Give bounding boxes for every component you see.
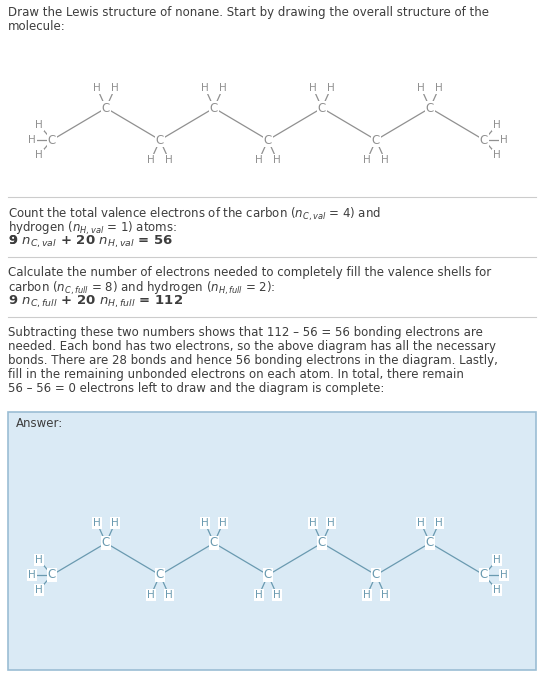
Text: C: C: [210, 537, 218, 550]
Text: H: H: [219, 83, 227, 93]
Text: C: C: [102, 537, 110, 550]
Text: bonds. There are 28 bonds and hence 56 bonding electrons in the diagram. Lastly,: bonds. There are 28 bonds and hence 56 b…: [8, 354, 498, 367]
Text: C: C: [210, 101, 218, 114]
Text: H: H: [435, 83, 443, 93]
Text: H: H: [201, 518, 209, 528]
Text: H: H: [381, 590, 389, 600]
Text: hydrogen ($n_{H,val}$ = 1) atoms:: hydrogen ($n_{H,val}$ = 1) atoms:: [8, 220, 177, 237]
Text: H: H: [255, 590, 263, 600]
Text: Subtracting these two numbers shows that 112 – 56 = 56 bonding electrons are: Subtracting these two numbers shows that…: [8, 326, 483, 339]
Text: H: H: [327, 518, 335, 528]
Text: C: C: [318, 537, 326, 550]
Text: C: C: [426, 537, 434, 550]
Text: H: H: [417, 518, 425, 528]
Text: C: C: [156, 569, 164, 581]
Text: H: H: [93, 83, 101, 93]
FancyBboxPatch shape: [8, 412, 536, 670]
Text: H: H: [111, 83, 119, 93]
Text: $\mathbf{9\ }$: $\mathbf{9\ }$: [8, 234, 17, 247]
Text: Count the total valence electrons of the carbon ($n_{C,val}$ = 4) and: Count the total valence electrons of the…: [8, 206, 381, 223]
Text: C: C: [480, 569, 488, 581]
Text: 9 $n_{C,full}$ + 20 $n_{H,full}$ = 112: 9 $n_{C,full}$ + 20 $n_{H,full}$ = 112: [8, 294, 183, 310]
Text: 9 $n_{C,val}$ + 20 $n_{H,val}$ = 56: 9 $n_{C,val}$ + 20 $n_{H,val}$ = 56: [8, 234, 173, 250]
Text: H: H: [255, 155, 263, 165]
Text: H: H: [273, 590, 281, 600]
Text: H: H: [35, 585, 43, 595]
Text: C: C: [264, 569, 272, 581]
Text: C: C: [480, 133, 488, 147]
Text: H: H: [493, 150, 501, 160]
Text: C: C: [102, 101, 110, 114]
Text: C: C: [156, 133, 164, 147]
Text: C: C: [264, 133, 272, 147]
Text: needed. Each bond has two electrons, so the above diagram has all the necessary: needed. Each bond has two electrons, so …: [8, 340, 496, 353]
Text: H: H: [201, 83, 209, 93]
Text: H: H: [493, 120, 501, 130]
Text: H: H: [35, 150, 43, 160]
Text: H: H: [417, 83, 425, 93]
Text: H: H: [165, 155, 173, 165]
Text: fill in the remaining unbonded electrons on each atom. In total, there remain: fill in the remaining unbonded electrons…: [8, 368, 464, 381]
Text: 56 – 56 = 0 electrons left to draw and the diagram is complete:: 56 – 56 = 0 electrons left to draw and t…: [8, 382, 385, 395]
Text: H: H: [363, 590, 371, 600]
Text: molecule:: molecule:: [8, 20, 66, 33]
Text: H: H: [93, 518, 101, 528]
Text: H: H: [500, 135, 508, 145]
Text: C: C: [48, 133, 56, 147]
Text: H: H: [147, 155, 155, 165]
Text: H: H: [493, 585, 501, 595]
Text: C: C: [372, 569, 380, 581]
Text: H: H: [381, 155, 389, 165]
Text: H: H: [435, 518, 443, 528]
Text: H: H: [111, 518, 119, 528]
Text: C: C: [372, 133, 380, 147]
Text: Calculate the number of electrons needed to completely fill the valence shells f: Calculate the number of electrons needed…: [8, 266, 491, 279]
Text: H: H: [363, 155, 371, 165]
Text: C: C: [426, 101, 434, 114]
Text: H: H: [147, 590, 155, 600]
Text: H: H: [35, 120, 43, 130]
Text: H: H: [28, 570, 36, 580]
Text: carbon ($n_{C,full}$ = 8) and hydrogen ($n_{H,full}$ = 2):: carbon ($n_{C,full}$ = 8) and hydrogen (…: [8, 280, 275, 297]
Text: H: H: [28, 135, 36, 145]
Text: H: H: [219, 518, 227, 528]
Text: H: H: [35, 555, 43, 565]
Text: Answer:: Answer:: [16, 417, 63, 430]
Text: C: C: [318, 101, 326, 114]
Text: H: H: [493, 555, 501, 565]
Text: Draw the Lewis structure of nonane. Start by drawing the overall structure of th: Draw the Lewis structure of nonane. Star…: [8, 6, 489, 19]
Text: H: H: [309, 83, 317, 93]
Text: H: H: [500, 570, 508, 580]
Text: H: H: [327, 83, 335, 93]
Text: C: C: [48, 569, 56, 581]
Text: H: H: [273, 155, 281, 165]
Text: H: H: [309, 518, 317, 528]
Text: H: H: [165, 590, 173, 600]
